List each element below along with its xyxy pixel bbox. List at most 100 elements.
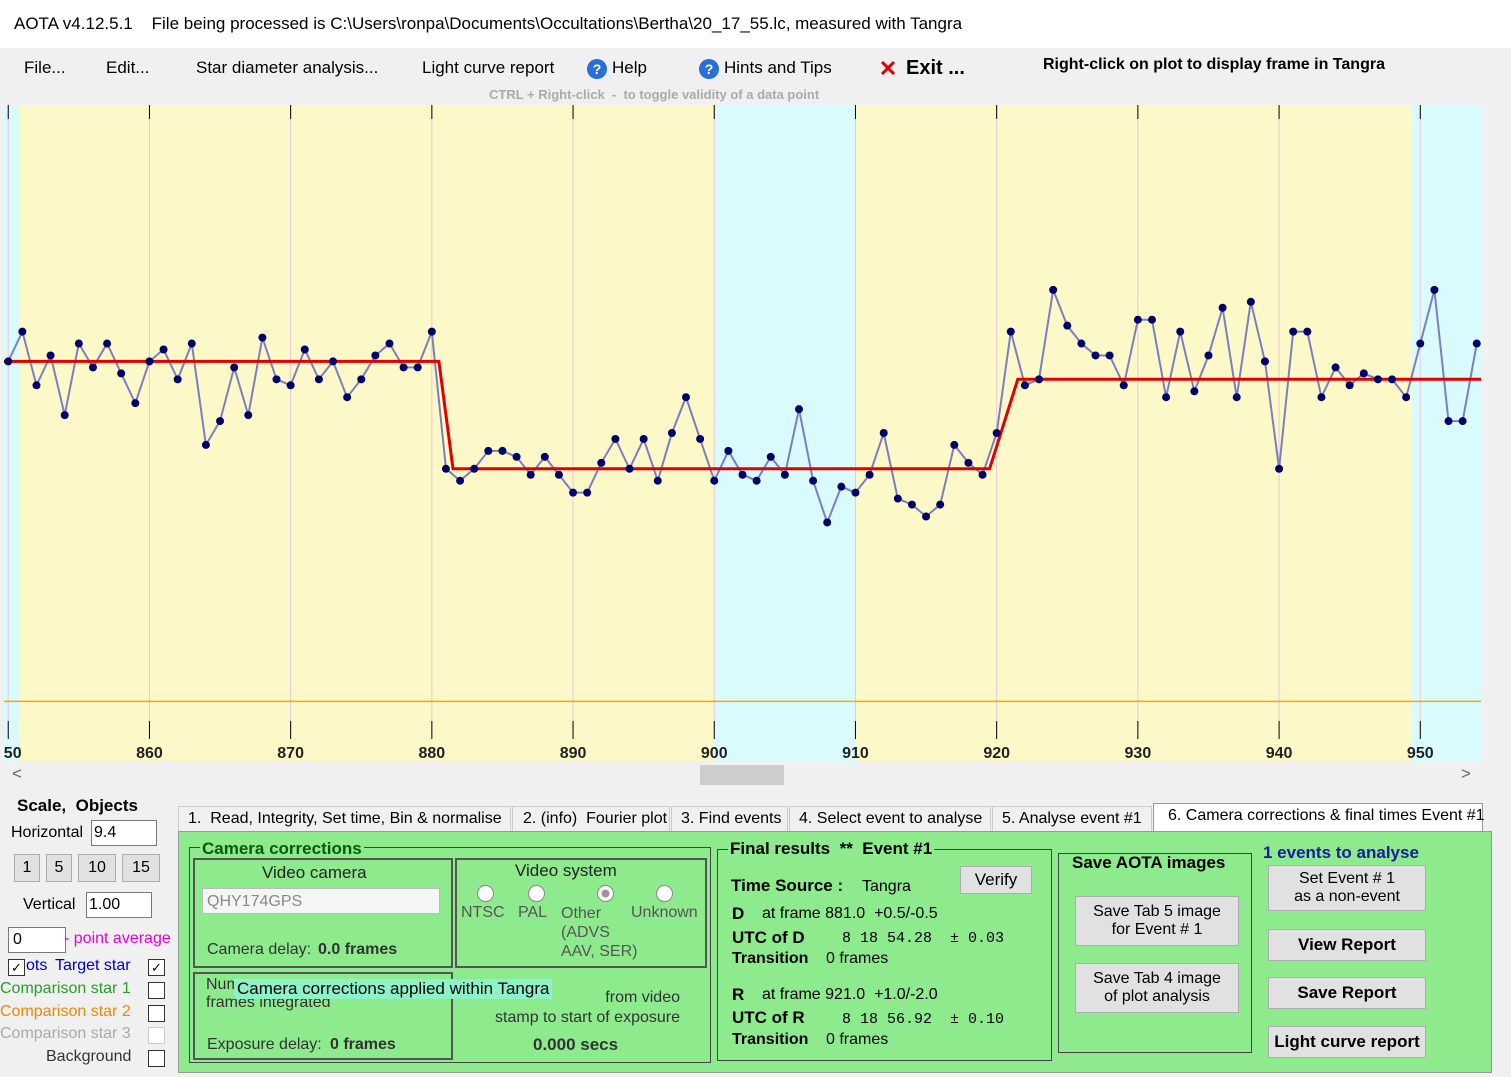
data-point: [103, 339, 112, 348]
save-report-button[interactable]: Save Report: [1268, 977, 1426, 1009]
menu-item[interactable]: Edit...: [106, 58, 150, 77]
data-point: [1063, 321, 1072, 330]
transition-d: 0 frames: [826, 950, 889, 967]
object-label: Comparison star 1: [0, 980, 131, 997]
utc-d: 8 18 54.28 ± 0.03: [842, 930, 1005, 947]
object-checkbox[interactable]: ✓: [148, 959, 165, 976]
data-point: [653, 476, 662, 485]
video-camera-box: [193, 858, 453, 968]
data-point: [46, 351, 55, 360]
data-point: [1119, 381, 1128, 390]
tab[interactable]: 2. (info) Fourier plot: [512, 806, 670, 832]
x-tick-label: 900: [701, 745, 728, 761]
video-system-box: [455, 858, 707, 968]
x-tick-label: 850: [4, 745, 22, 761]
view-report-button[interactable]: View Report: [1268, 929, 1426, 961]
data-point: [1162, 393, 1171, 402]
menu-item[interactable]: File...: [24, 58, 66, 77]
plots-label: ots: [26, 957, 48, 974]
data-point: [1458, 417, 1467, 426]
tab[interactable]: 1. Read, Integrity, Set time, Bin & norm…: [178, 806, 511, 832]
tab[interactable]: 3. Find events: [671, 806, 788, 832]
data-point: [1105, 351, 1114, 360]
data-point: [470, 464, 479, 473]
save-tab5-button[interactable]: Save Tab 5 image for Event # 1: [1075, 896, 1239, 946]
data-point: [1275, 464, 1284, 473]
plots-checkbox[interactable]: ✓: [8, 959, 25, 976]
data-point: [1035, 375, 1044, 384]
menu-item[interactable]: Exit ...: [906, 57, 965, 79]
radio[interactable]: [597, 885, 614, 902]
data-point: [992, 429, 1001, 437]
object-checkbox[interactable]: [148, 982, 165, 999]
data-point: [32, 381, 41, 390]
menu-item[interactable]: Hints and Tips: [724, 58, 832, 77]
menu-item[interactable]: Star diameter analysis...: [196, 58, 379, 77]
menu-item[interactable]: Help: [612, 58, 647, 77]
data-point: [1218, 303, 1227, 312]
menu-item[interactable]: Light curve report: [422, 58, 555, 77]
shaded-region: [855, 105, 1412, 761]
scale-title: Scale, Objects: [17, 796, 138, 815]
x-tick-label: 930: [1125, 745, 1152, 761]
point-average-select[interactable]: 0: [8, 927, 66, 953]
light-curve-report-button[interactable]: Light curve report: [1268, 1026, 1426, 1058]
exit-icon: [880, 60, 896, 76]
data-point: [554, 470, 563, 479]
r-frame: at frame 921.0 +1.0/-2.0: [762, 986, 938, 1003]
save-tab4-button[interactable]: Save Tab 4 image of plot analysis: [1075, 963, 1239, 1013]
data-point: [907, 500, 916, 509]
data-point: [1303, 327, 1312, 336]
scale-button[interactable]: 1: [14, 854, 40, 882]
tab[interactable]: 4. Select event to analyse: [789, 806, 991, 832]
transition-label: Transition: [732, 950, 809, 967]
data-point: [569, 488, 578, 497]
scroll-thumb[interactable]: [700, 765, 784, 785]
help-icon: ?: [587, 59, 607, 79]
events-title: 1 events to analyse: [1263, 843, 1419, 862]
tab[interactable]: 5. Analyse event #1: [992, 806, 1152, 832]
radio[interactable]: [528, 885, 545, 902]
ctrl-hint: CTRL + Right-click - to toggle validity …: [489, 87, 820, 102]
data-point: [865, 470, 874, 479]
video-camera-title: Video camera: [262, 863, 367, 882]
data-point: [1373, 375, 1382, 384]
x-tick-label: 920: [983, 745, 1010, 761]
camera-delay-label: Camera delay:: [207, 941, 316, 958]
data-point: [385, 339, 394, 348]
data-point: [1331, 363, 1340, 372]
radio[interactable]: [656, 885, 673, 902]
data-point: [1317, 393, 1326, 402]
tab-active[interactable]: 6. Camera corrections & final times Even…: [1153, 803, 1485, 831]
radio[interactable]: [477, 885, 494, 902]
data-point: [343, 393, 352, 402]
non-event-button[interactable]: Set Event # 1 as a non-event: [1268, 865, 1426, 911]
light-curve-plot[interactable]: 850 860 870 880 890 900 910 920 930 940 950: [4, 105, 1481, 761]
vertical-input[interactable]: 1.00: [86, 892, 152, 918]
camera-select[interactable]: QHY174GPS: [202, 888, 440, 914]
data-point: [60, 411, 69, 420]
x-tick-label: 910: [842, 745, 869, 761]
data-point: [879, 429, 888, 437]
horizontal-input[interactable]: 9.4: [91, 820, 157, 846]
data-point: [851, 488, 860, 497]
object-checkbox[interactable]: [148, 1027, 165, 1044]
data-point: [427, 327, 436, 336]
scale-button[interactable]: 5: [46, 854, 72, 882]
data-point: [1176, 327, 1185, 336]
data-point: [682, 393, 691, 402]
system-label: Other (ADVS AAV, SER): [561, 905, 638, 960]
data-point: [667, 429, 676, 437]
scale-button[interactable]: 15: [122, 854, 160, 882]
exposure-delay: 0 frames: [330, 1036, 396, 1053]
verify-button[interactable]: Verify: [960, 866, 1032, 894]
data-point: [1049, 285, 1058, 294]
data-point: [710, 476, 719, 485]
object-label: Background: [46, 1048, 132, 1065]
object-checkbox[interactable]: [148, 1050, 165, 1067]
data-point: [371, 351, 380, 360]
utc-r: 8 18 56.92 ± 0.10: [842, 1011, 1005, 1028]
object-checkbox[interactable]: [148, 1005, 165, 1022]
scale-button[interactable]: 10: [78, 854, 116, 882]
